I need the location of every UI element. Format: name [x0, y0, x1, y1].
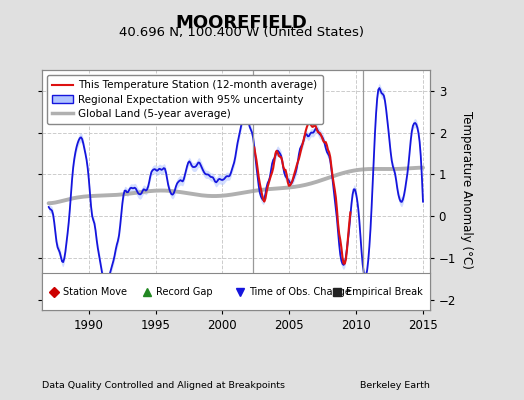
Text: 40.696 N, 100.400 W (United States): 40.696 N, 100.400 W (United States)	[118, 26, 364, 39]
Text: Record Gap: Record Gap	[156, 286, 213, 297]
Text: Data Quality Controlled and Aligned at Breakpoints: Data Quality Controlled and Aligned at B…	[42, 381, 285, 390]
Text: Time of Obs. Change: Time of Obs. Change	[249, 286, 351, 297]
Text: Berkeley Earth: Berkeley Earth	[360, 381, 430, 390]
Y-axis label: Temperature Anomaly (°C): Temperature Anomaly (°C)	[460, 111, 473, 269]
Text: Empirical Break: Empirical Break	[346, 286, 423, 297]
Legend: This Temperature Station (12-month average), Regional Expectation with 95% uncer: This Temperature Station (12-month avera…	[47, 75, 323, 124]
Text: Station Move: Station Move	[63, 286, 127, 297]
Text: MOOREFIELD: MOOREFIELD	[175, 14, 307, 32]
